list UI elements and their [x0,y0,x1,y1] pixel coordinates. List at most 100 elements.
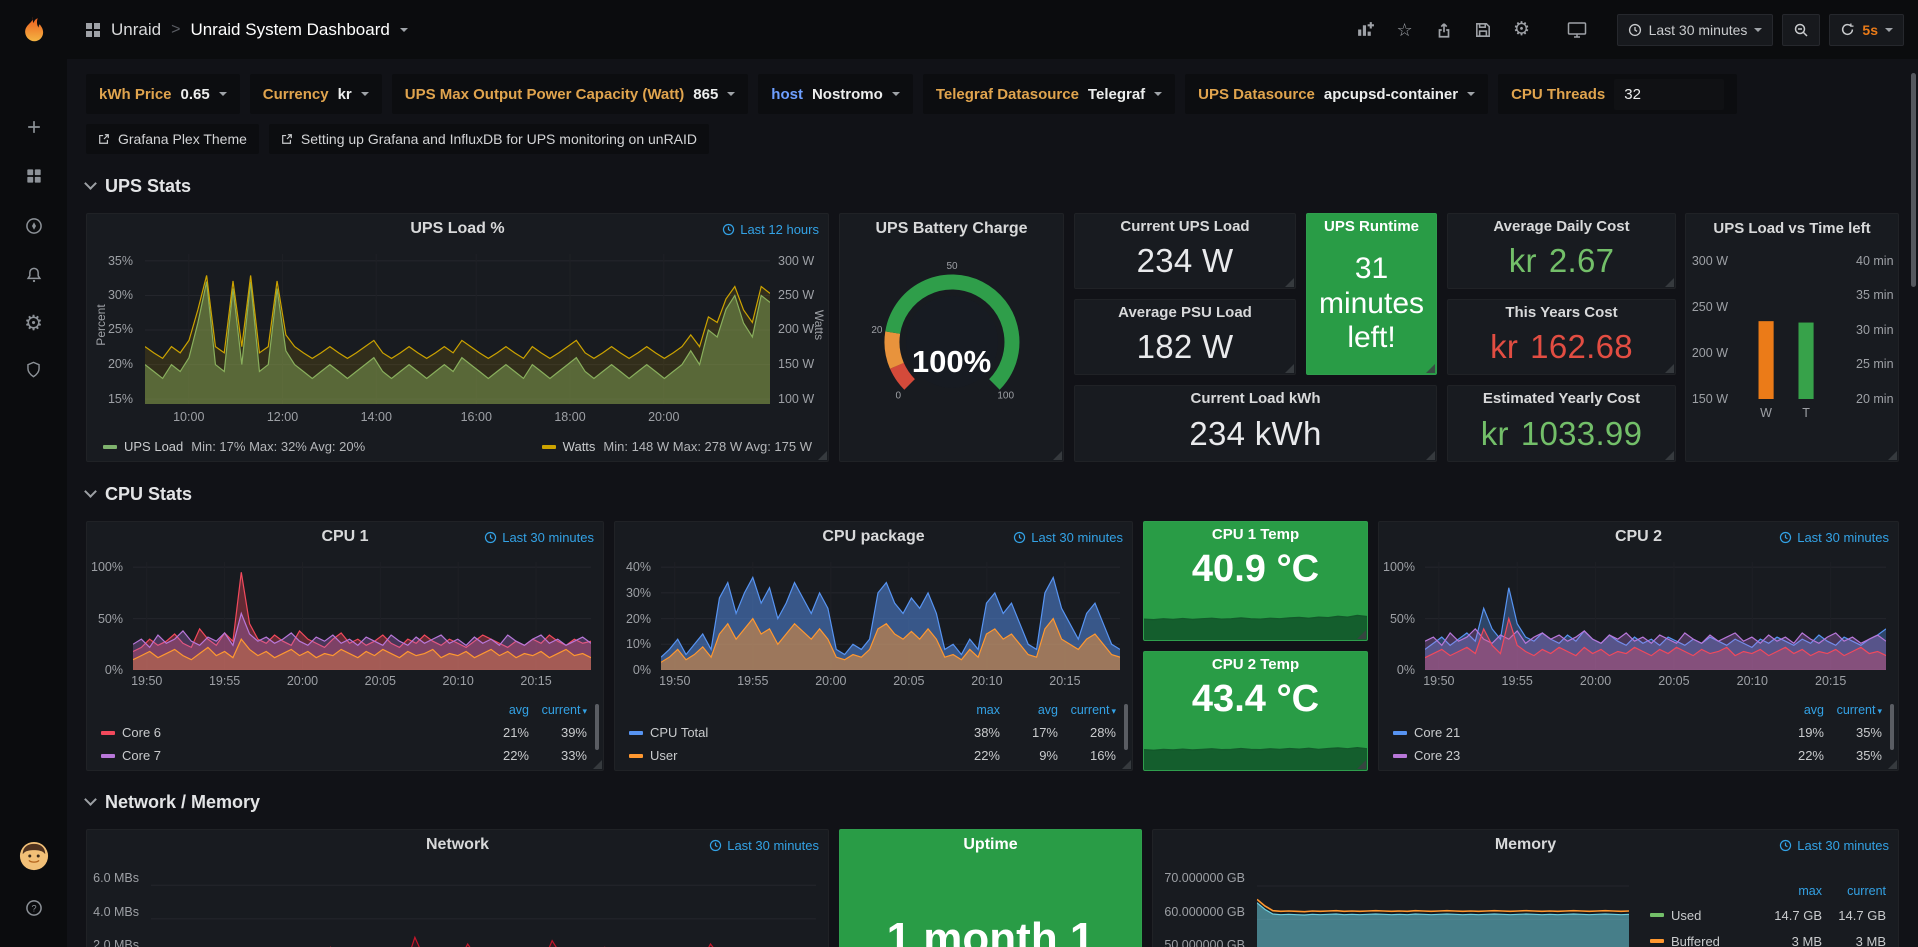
axis-tick-label: 19:55 [208,674,241,688]
panel-title[interactable]: CPU 1 Temp [1211,526,1300,543]
legend-column-max[interactable]: max [976,703,1000,717]
variable-currency[interactable]: Currency kr [249,74,382,114]
legend-row[interactable]: Core 23 22% 35% [1393,744,1882,767]
variable-host[interactable]: host Nostromo [758,74,913,114]
legend-row[interactable]: Core 21 19% 35% [1393,721,1882,744]
cpu-package-chart[interactable] [661,562,1120,670]
time-range-picker[interactable]: Last 30 minutes [1616,13,1774,46]
legend-column-avg[interactable]: avg [1037,703,1058,717]
legend-row[interactable]: Used 14.7 GB 14.7 GB [1650,902,1886,928]
panel-title[interactable]: CPU 1 [321,528,369,545]
panel-time-badge[interactable]: Last 30 minutes [484,530,594,545]
section-ups-stats[interactable]: UPS Stats [84,173,191,199]
section-cpu-stats[interactable]: CPU Stats [84,481,192,507]
link-grafana-plex-theme[interactable]: Grafana Plex Theme [86,124,259,154]
panel-title[interactable]: Estimated Yearly Cost [1482,390,1641,407]
variable-ups-datasource[interactable]: UPS Datasource apcupsd-container [1185,74,1489,114]
panel-title[interactable]: Current UPS Load [1120,218,1250,235]
panel-title[interactable]: Average PSU Load [1118,304,1252,321]
series-name[interactable]: Core 23 [1414,748,1461,763]
variable-ups-max-output[interactable]: UPS Max Output Power Capacity (Watt) 865 [391,74,749,114]
legend-item[interactable]: Watts Min: 148 W Max: 278 W Avg: 175 W [541,439,812,454]
series-name[interactable]: Used [1671,907,1702,923]
add-icon[interactable] [0,105,67,149]
server-admin-shield-icon[interactable] [0,347,67,391]
chevron-down-icon[interactable] [1885,27,1893,32]
panel-time-badge[interactable]: Last 30 minutes [1779,838,1889,853]
legend-row[interactable]: Core 7 22% 33% [101,744,587,767]
series-name[interactable]: Core 21 [1414,725,1461,740]
cpu1-chart[interactable] [133,562,591,670]
save-button[interactable] [1468,15,1498,45]
panel-title[interactable]: UPS Load vs Time left [1713,220,1871,237]
legend-scrollbar[interactable] [1124,704,1128,750]
legend-column-current[interactable]: current [529,703,587,717]
panel-title[interactable]: Network [425,836,490,853]
variable-cpu-threads[interactable]: CPU Threads 32 [1498,74,1738,114]
zoom-out-button[interactable] [1782,13,1821,46]
ups-bar-chart[interactable] [1738,260,1846,399]
panel-time-badge[interactable]: Last 30 minutes [1779,530,1889,545]
panel-time-badge[interactable]: Last 30 minutes [709,838,819,853]
share-button[interactable] [1429,15,1459,45]
legend-column-max[interactable]: max [1798,884,1822,898]
star-button[interactable]: ☆ [1396,19,1413,40]
chevron-down-icon[interactable] [399,27,408,32]
section-network-memory[interactable]: Network / Memory [84,789,260,815]
legend-row[interactable]: Buffered 3 MB 3 MB [1650,928,1886,947]
cycle-view-monitor-icon[interactable] [1562,15,1592,45]
legend-scrollbar[interactable] [595,704,599,750]
help-icon[interactable]: ? [0,886,67,930]
variable-telegraf-datasource[interactable]: Telegraf Datasource Telegraf [922,74,1176,114]
series-name[interactable]: CPU Total [650,725,709,740]
dashboards-icon[interactable] [0,154,67,198]
cpu-threads-input[interactable]: 32 [1614,78,1725,110]
panel-title[interactable]: CPU 2 [1614,528,1663,545]
panel-time-badge[interactable]: Last 30 minutes [1013,530,1123,545]
dashboard-title[interactable]: Unraid System Dashboard [190,19,390,39]
series-name[interactable]: User [650,748,678,763]
refresh-button-group[interactable]: 5s [1829,13,1904,46]
network-chart[interactable] [151,866,816,947]
legend-column-avg[interactable]: avg [1803,703,1824,717]
legend-column-avg[interactable]: avg [508,703,529,717]
user-avatar[interactable] [0,834,67,878]
battery-gauge[interactable]: 0 20 50 100 [852,250,1052,420]
add-panel-button[interactable] [1351,15,1381,45]
link-ups-monitoring-guide[interactable]: Setting up Grafana and InfluxDB for UPS … [268,124,710,154]
panel-title[interactable]: CPU 2 Temp [1211,656,1300,673]
ups-load-chart[interactable] [145,254,770,404]
panel-title[interactable]: Memory [1494,836,1557,853]
panel-title[interactable]: UPS Load % [410,220,505,237]
configuration-gear-icon[interactable]: ⚙ [24,311,43,335]
legend-row[interactable]: CPU Total 38% 17% 28% [629,721,1116,744]
grafana-logo-icon[interactable] [0,7,67,51]
series-name[interactable]: Core 6 [122,725,162,740]
panel-title[interactable]: Uptime [963,836,1018,853]
legend-column-current[interactable]: current [1847,884,1886,898]
legend-item[interactable]: UPS Load Min: 17% Max: 32% Avg: 20% [103,439,365,454]
panel-title[interactable]: Average Daily Cost [1493,218,1630,235]
series-name[interactable]: Buffered [1671,933,1720,947]
panel-title[interactable]: UPS Runtime [1323,218,1419,235]
dashboard-settings-gear-icon[interactable]: ⚙ [1513,19,1531,40]
legend-row[interactable]: Core 6 21% 39% [101,721,587,744]
legend-column-current[interactable]: current [1824,703,1882,717]
cpu2-chart[interactable] [1425,562,1886,670]
page-scrollbar[interactable] [1911,73,1916,287]
legend-scrollbar[interactable] [1890,704,1894,750]
panel-title[interactable]: This Years Cost [1505,304,1618,321]
panel-title[interactable]: CPU package [822,528,925,545]
panel-title[interactable]: UPS Battery Charge [875,220,1028,237]
panel-time-badge[interactable]: Last 12 hours [722,222,819,237]
series-name[interactable]: Core 7 [122,748,162,763]
legend-column-current[interactable]: current [1058,703,1116,717]
explore-compass-icon[interactable] [0,204,67,248]
panel-title[interactable]: Current Load kWh [1190,390,1321,407]
breadcrumb-app[interactable]: Unraid [111,19,162,39]
alerting-bell-icon[interactable] [0,253,67,297]
memory-chart[interactable] [1257,866,1629,947]
variable-kwh-price[interactable]: kWh Price 0.65 [86,74,240,114]
legend-row[interactable]: User 22% 9% 16% [629,744,1116,767]
refresh-interval-label[interactable]: 5s [1862,21,1878,38]
